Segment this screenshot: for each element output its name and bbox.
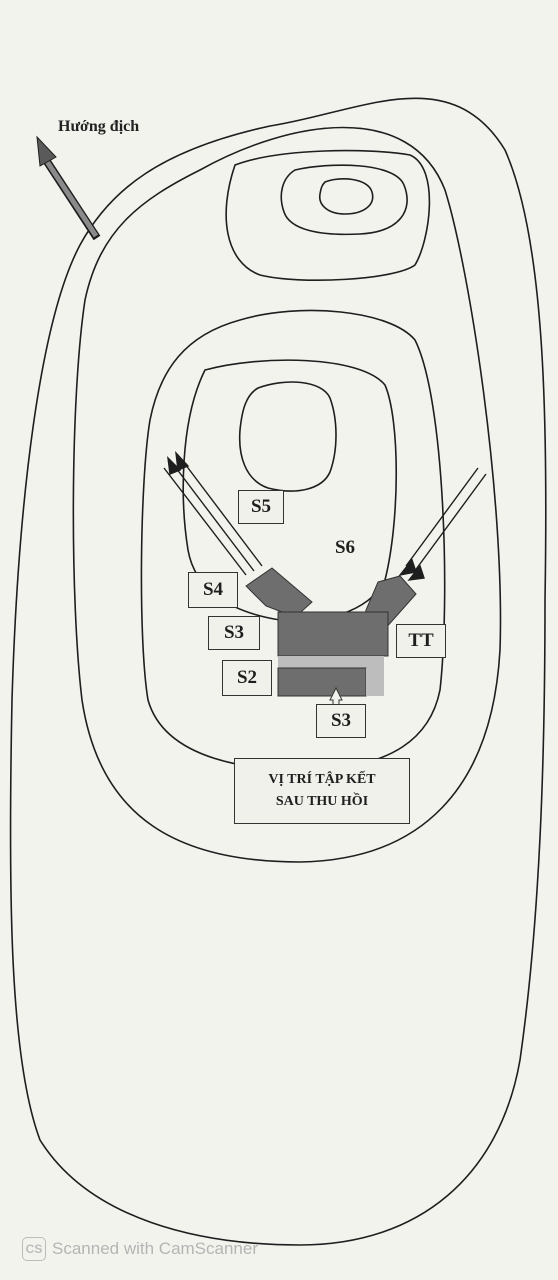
label-s5: S5 [238,490,284,524]
enemy-direction-arrow [36,135,101,241]
formation-small-arrow [329,686,343,707]
right-movement-arrow [398,467,487,581]
label-s2: S2 [222,660,272,696]
contour-hill-inner [182,359,398,622]
assembly-position-caption: VỊ TRÍ TẬP KẾT SAU THU HỒI [234,758,410,824]
formation-lower [277,667,367,697]
scanner-watermark: CS Scanned with CamScanner [22,1236,258,1262]
formation-lower-light [366,668,384,696]
contour-outer [9,97,547,1246]
contour-summit-outer [225,149,431,281]
contour-summit-top [319,178,374,215]
contour-summit-middle [280,164,408,236]
enemy-direction-label: Hướng địch [58,118,140,135]
unit-formation [245,567,417,707]
label-s3-bottom: S3 [316,704,366,738]
contour-second [72,126,502,863]
contour-hill-top [238,381,337,492]
label-s6: S6 [334,537,356,558]
scanner-watermark-text: Scanned with CamScanner [52,1239,259,1258]
camscanner-logo-icon: CS [22,1237,46,1261]
label-s4: S4 [188,572,238,608]
caption-line-1: VỊ TRÍ TẬP KẾT [268,772,376,787]
caption-line-2: SAU THU HỒI [275,794,369,809]
formation-body [277,611,389,657]
label-s3-left: S3 [208,616,260,650]
formation-band-light [278,656,384,668]
left-movement-arrow [163,450,263,576]
label-tt: TT [396,624,446,658]
